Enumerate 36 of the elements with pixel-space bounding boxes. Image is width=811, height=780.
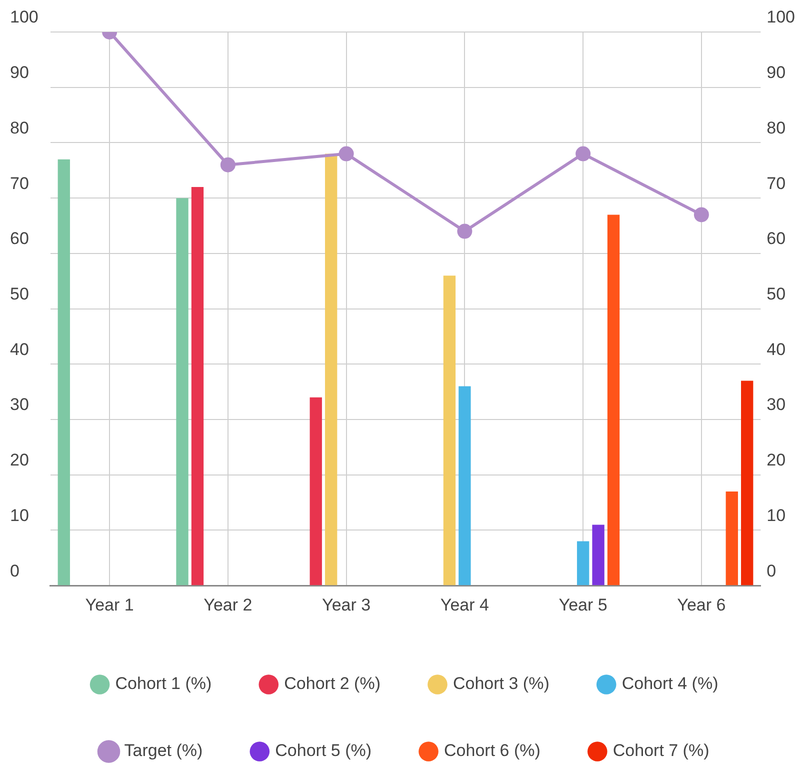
y-tick-label: 60 [10,229,29,248]
y-tick-label: 50 [10,284,29,304]
y2-tick-label: 70 [766,174,786,193]
y-tick-label: 30 [10,395,29,414]
legend-label: Cohort 4 (%) [622,674,718,694]
legend-label: Target (%) [124,741,203,760]
legend-label: Cohort 1 (%) [115,674,212,694]
legend-label: Cohort 5 (%) [275,741,372,760]
y2-tick-label: 20 [766,450,786,470]
y2-tick-label: 100 [766,8,796,27]
y2-tick-label: 30 [766,395,786,414]
legend-label: Cohort 7 (%) [612,741,710,760]
x-tick-label: Year 1 [85,595,134,614]
y2-tick-label: 80 [766,118,786,138]
y-tick-label: 20 [10,450,29,470]
y-tick-label: 80 [10,118,29,138]
y-tick-label: 70 [10,174,29,193]
x-tick-label: Year 6 [677,595,726,614]
y2-tick-label: 10 [766,506,786,525]
legend-label: Cohort 3 (%) [453,674,550,694]
y-tick-label: 0 [10,561,20,580]
legend-label: Cohort 6 (%) [444,741,540,760]
y-tick-label: 10 [10,506,29,525]
x-tick-label: Year 2 [204,595,252,614]
legend-label: Cohort 2 (%) [284,674,381,694]
y2-tick-label: 0 [766,561,776,580]
x-tick-label: Year 3 [322,595,371,614]
y-tick-label: 100 [10,8,38,27]
y2-tick-label: 40 [766,340,786,359]
y-tick-label: 90 [10,63,29,82]
x-tick-label: Year 5 [558,595,608,614]
y2-tick-label: 90 [766,63,786,82]
y2-tick-label: 60 [766,229,786,248]
y2-tick-label: 50 [766,284,786,304]
x-tick-label: Year 4 [440,595,489,614]
y-tick-label: 40 [10,340,29,359]
